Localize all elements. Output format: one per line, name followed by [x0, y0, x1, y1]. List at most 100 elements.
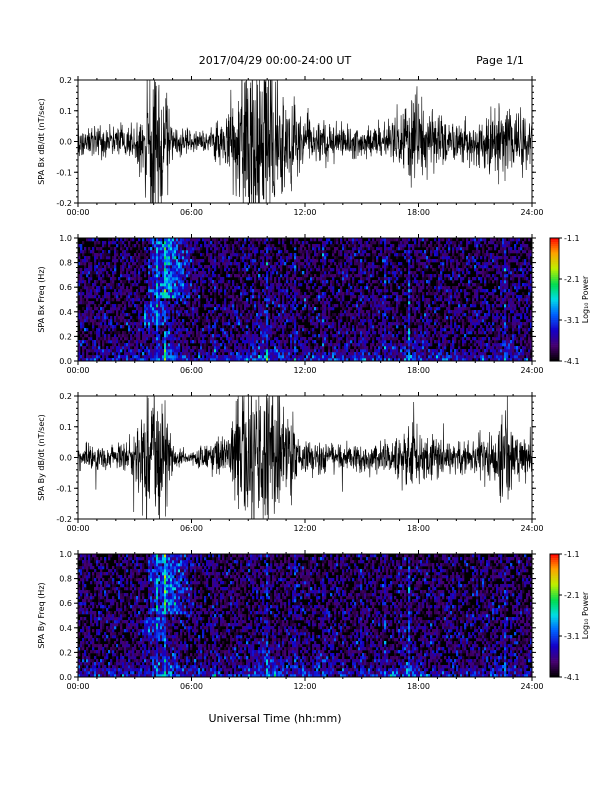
spectrogram-cell — [394, 343, 397, 347]
spectrogram-cell — [280, 358, 283, 362]
spectrogram-cell — [302, 298, 305, 302]
spectrogram-cell — [332, 250, 335, 254]
spectrogram-cell — [386, 265, 389, 269]
spectrogram-cell — [168, 331, 171, 335]
spectrogram-cell — [108, 319, 111, 323]
spectrogram-cell — [250, 355, 253, 359]
spectrogram-cell — [240, 358, 243, 362]
spectrogram-cell — [384, 250, 387, 254]
spectrogram-cell — [278, 304, 281, 308]
spectrogram-cell — [252, 343, 255, 347]
spectrogram-cell — [92, 340, 95, 344]
spectrogram-cell — [416, 334, 419, 338]
spectrogram-cell — [198, 304, 201, 308]
spectrogram-cell — [124, 334, 127, 338]
spectrogram-cell — [320, 301, 323, 305]
spectrogram-cell — [262, 358, 265, 362]
spectrogram-cell — [106, 316, 109, 320]
spectrogram-cell — [272, 358, 275, 362]
spectrogram-cell — [354, 304, 357, 308]
spectrogram-cell — [170, 283, 173, 287]
spectrogram-cell — [312, 316, 315, 320]
spectrogram-cell — [408, 313, 411, 317]
spectrogram-cell — [322, 277, 325, 281]
spectrogram-cell — [132, 337, 135, 341]
spectrogram-cell — [202, 352, 205, 356]
spectrogram-cell — [260, 325, 263, 329]
spectrogram-cell — [338, 322, 341, 326]
spectrogram-cell — [144, 340, 147, 344]
spectrogram-cell — [176, 313, 179, 317]
spectrogram-cell — [272, 316, 275, 320]
spectrogram-cell — [360, 328, 363, 332]
spectrogram-cell — [84, 334, 87, 338]
spectrogram-cell — [278, 319, 281, 323]
spectrogram-cell — [204, 343, 207, 347]
spectrogram-cell — [114, 346, 117, 350]
spectrogram-cell — [172, 316, 175, 320]
spectrogram-cell — [332, 337, 335, 341]
spectrogram-cell — [166, 247, 169, 251]
spectrogram-cell — [134, 358, 137, 362]
spectrogram-cell — [176, 265, 179, 269]
spectrogram-cell — [294, 349, 297, 353]
spectrogram-cell — [316, 244, 319, 248]
spectrogram-cell — [320, 355, 323, 359]
spectrogram-cell — [312, 277, 315, 281]
spectrogram-cell — [154, 298, 157, 302]
spectrogram-cell — [318, 334, 321, 338]
spectrogram-cell — [286, 352, 289, 356]
spectrogram-cell — [372, 250, 375, 254]
spectrogram-cell — [336, 343, 339, 347]
spectrogram-cell — [264, 238, 267, 242]
spectrogram-cell — [188, 355, 191, 359]
spectrogram-cell — [170, 295, 173, 299]
spectrogram-cell — [288, 265, 291, 269]
spectrogram-cell — [416, 283, 419, 287]
spectrogram-cell — [222, 280, 225, 284]
spectrogram-cell — [362, 334, 365, 338]
spectrogram-cell — [400, 295, 403, 299]
spectrogram-cell — [108, 352, 111, 356]
spectrogram-cell — [224, 259, 227, 263]
spectrogram-cell — [214, 322, 217, 326]
spectrogram-cell — [110, 298, 113, 302]
spectrogram-cell — [422, 346, 425, 350]
spectrogram-cell — [174, 283, 177, 287]
spectrogram-cell — [194, 247, 197, 251]
spectrogram-cell — [112, 343, 115, 347]
spectrogram-cell — [358, 307, 361, 311]
spectrogram-cell — [172, 352, 175, 356]
spectrogram-cell — [362, 295, 365, 299]
spectrogram-cell — [144, 301, 147, 305]
spectrogram-cell — [372, 259, 375, 263]
spectrogram-cell — [116, 349, 119, 353]
spectrogram-cell — [308, 346, 311, 350]
spectrogram-cell — [160, 268, 163, 272]
spectrogram-cell — [238, 355, 241, 359]
spectrogram-cell — [220, 355, 223, 359]
spectrogram-cell — [362, 250, 365, 254]
spectrogram-cell — [268, 247, 271, 251]
spectrogram-cell — [188, 331, 191, 335]
spectrogram-cell — [160, 328, 163, 332]
spectrogram-cell — [410, 334, 413, 338]
spectrogram-cell — [298, 283, 301, 287]
spectrogram-cell — [144, 355, 147, 359]
spectrogram-cell — [242, 268, 245, 272]
spectrogram-cell — [384, 319, 387, 323]
spectrogram-cell — [372, 271, 375, 275]
spectrogram-cell — [282, 241, 285, 245]
spectrogram-cell — [232, 289, 235, 293]
spectrogram-cell — [300, 331, 303, 335]
spectrogram-cell — [250, 352, 253, 356]
spectrogram-cell — [304, 307, 307, 311]
spectrogram-cell — [208, 346, 211, 350]
spectrogram-cell — [128, 277, 131, 281]
spectrogram-cell — [128, 241, 131, 245]
spectrogram-cell — [344, 328, 347, 332]
spectrogram-cell — [306, 274, 309, 278]
spectrogram-cell — [130, 277, 133, 281]
spectrogram-cell — [82, 301, 85, 305]
spectrogram-cell — [86, 295, 89, 299]
